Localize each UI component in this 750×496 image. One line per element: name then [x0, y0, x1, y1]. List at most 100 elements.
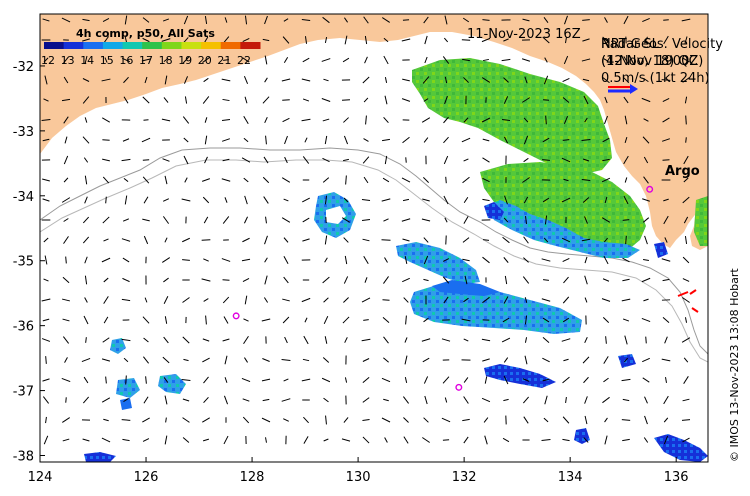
velocity-arrow — [604, 96, 608, 104]
velocity-arrow — [382, 299, 390, 301]
velocity-arrow — [604, 196, 608, 204]
velocity-arrow — [283, 378, 289, 382]
velocity-arrow — [343, 417, 349, 423]
velocity-arrow — [622, 398, 630, 402]
velocity-arrow — [603, 237, 609, 243]
velocity-arrow — [523, 257, 529, 263]
date-label: 11-Nov-2023 16Z — [467, 27, 581, 42]
bathymetry-1000m — [40, 159, 708, 363]
velocity-arrow — [642, 217, 650, 223]
velocity-arrow — [341, 99, 351, 101]
velocity-arrow — [542, 137, 550, 143]
velocity-arrow — [524, 355, 528, 365]
velocity-arrow — [343, 297, 349, 303]
velocity-arrow — [383, 276, 389, 284]
velocity-arrow — [662, 97, 670, 103]
velocity-arrow — [582, 78, 590, 82]
velocity-arrow — [542, 317, 550, 323]
velocity-arrow — [402, 396, 410, 404]
velocity-arrow — [63, 155, 69, 165]
velocity-arrow — [62, 276, 70, 284]
velocity-arrow — [281, 398, 291, 402]
velocity-arrow — [362, 397, 370, 403]
velocity-arrow — [383, 336, 389, 344]
velocity-arrow — [124, 15, 128, 25]
velocity-arrow — [423, 255, 429, 265]
velocity-arrow — [343, 135, 349, 145]
velocity-arrow — [265, 437, 267, 443]
velocity-arrow — [444, 76, 448, 84]
velocity-arrow — [84, 256, 88, 264]
velocity-arrow — [182, 297, 190, 303]
argo-float-marker — [646, 185, 654, 193]
velocity-arrow — [382, 316, 390, 324]
velocity-arrow — [265, 216, 267, 224]
velocity-arrow — [184, 177, 188, 183]
velocity-arrow — [143, 396, 149, 404]
velocity-arrow — [604, 17, 608, 23]
velocity-arrow — [361, 297, 371, 303]
velocity-arrow — [243, 115, 249, 125]
velocity-arrow — [624, 115, 628, 125]
velocity-arrow — [321, 58, 331, 62]
velocity-arrow — [543, 279, 549, 281]
velocity-arrow — [522, 396, 530, 404]
velocity-arrow — [683, 376, 689, 384]
velocity-arrow — [584, 275, 588, 285]
velocity-arrow — [683, 357, 689, 363]
velocity-arrow — [363, 138, 369, 142]
velocity-arrow — [363, 176, 369, 184]
velocity-arrow — [121, 298, 131, 302]
velocity-arrow — [384, 155, 388, 165]
velocity-arrow — [642, 136, 650, 144]
velocity-arrow — [324, 135, 328, 145]
velocity-arrow — [104, 57, 108, 63]
velocity-arrow — [45, 356, 47, 364]
velocity-arrow — [383, 55, 389, 65]
velocity-arrow — [684, 317, 688, 323]
velocity-arrow — [644, 36, 648, 44]
velocity-arrow — [603, 115, 609, 125]
velocity-arrow — [401, 218, 411, 222]
velocity-arrow — [142, 438, 150, 442]
velocity-arrow — [123, 397, 129, 403]
velocity-arrow — [443, 296, 449, 304]
x-tick-label: 134 — [558, 470, 583, 485]
velocity-arrow — [323, 397, 329, 403]
velocity-arrow — [405, 157, 407, 163]
colorbar-swatch — [161, 42, 182, 49]
velocity-arrow — [44, 255, 48, 265]
overlay-title: Radar SL — [601, 37, 660, 52]
velocity-arrow — [62, 438, 70, 442]
velocity-arrow — [663, 19, 669, 21]
velocity-arrow — [503, 398, 509, 402]
map-frame — [39, 13, 709, 463]
velocity-arrow — [444, 95, 448, 105]
velocity-arrow — [642, 377, 650, 383]
velocity-arrow — [684, 36, 688, 44]
land-australia — [40, 14, 708, 248]
velocity-arrow — [321, 98, 331, 102]
velocity-arrow — [661, 258, 671, 262]
velocity-arrow — [362, 376, 370, 384]
velocity-arrow — [122, 218, 130, 222]
velocity-arrow — [662, 316, 670, 324]
velocity-arrow — [441, 417, 451, 423]
velocity-arrow — [161, 38, 171, 42]
velocity-arrow — [463, 396, 469, 404]
velocity-arrow — [164, 395, 168, 405]
scale-label: 0.5m/s (1kt 24h) — [601, 71, 710, 86]
velocity-arrow — [423, 376, 429, 384]
velocity-arrow — [181, 378, 191, 382]
velocity-arrow — [502, 437, 510, 443]
velocity-arrow — [365, 115, 367, 125]
velocity-arrow — [325, 415, 327, 425]
velocity-arrow — [203, 396, 209, 404]
velocity-arrow — [561, 237, 571, 243]
velocity-arrow — [602, 76, 610, 84]
velocity-arrow — [503, 296, 509, 304]
velocity-arrow — [303, 335, 309, 345]
velocity-arrow — [184, 76, 188, 84]
velocity-arrow — [483, 417, 489, 423]
velocity-arrow — [61, 377, 71, 383]
